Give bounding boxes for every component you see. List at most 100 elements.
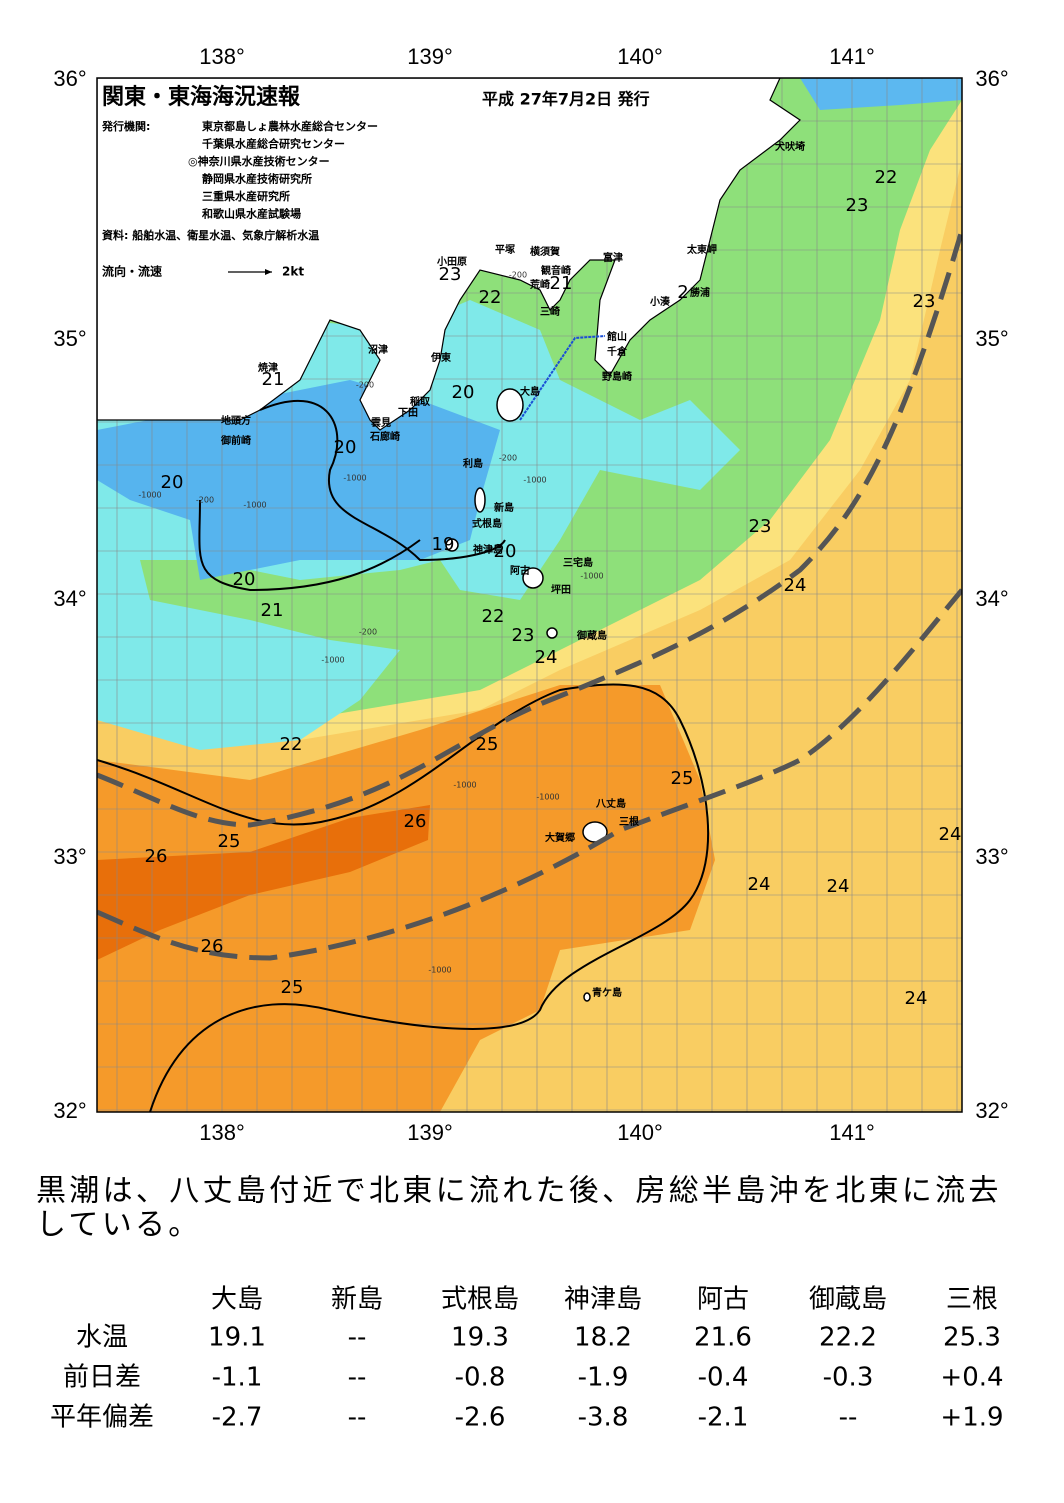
blue-water — [800, 78, 962, 110]
latitude-label: 32° — [53, 1098, 86, 1123]
isotherm-label: 20 — [161, 472, 184, 493]
summary-line: している。 — [36, 1208, 202, 1243]
table-cell: -0.4 — [698, 1363, 749, 1393]
table-cell: +0.4 — [940, 1363, 1003, 1393]
table-cell: -3.8 — [578, 1403, 629, 1433]
depth-label: -200 — [499, 454, 517, 463]
depth-label: -1000 — [536, 793, 559, 802]
depth-label: -200 — [359, 628, 377, 637]
map-frame — [96, 77, 963, 1113]
latitude-label: 34° — [975, 586, 1008, 611]
publisher: 東京都島しょ農林水産総合センター — [202, 119, 378, 133]
isotherm-label: 26 — [404, 811, 427, 832]
table-cell: -1.1 — [212, 1363, 263, 1393]
legend-scale: 2kt — [282, 265, 304, 279]
table-header: 式根島 — [441, 1285, 519, 1315]
publisher: 静岡県水産技術研究所 — [202, 172, 312, 186]
table-cell: -- — [348, 1403, 367, 1433]
place-name: 御前崎 — [220, 434, 251, 447]
isotherm-label: 20 — [233, 569, 256, 590]
legend-arrowhead — [265, 269, 272, 275]
place-name: 坪田 — [551, 583, 571, 596]
table-header: 阿古 — [697, 1285, 749, 1315]
isotherm-label: 23 — [913, 291, 936, 312]
isotherm-label: 23 — [512, 625, 535, 646]
depth-label: -200 — [509, 271, 527, 280]
isotherm-label: 20 — [452, 382, 475, 403]
depth-label: -1000 — [428, 966, 451, 975]
isotherm-label: 26 — [201, 936, 224, 957]
place-name: 焼津 — [258, 361, 278, 374]
table-cell: +1.9 — [940, 1403, 1003, 1433]
table-cell: -- — [348, 1363, 367, 1393]
table-header: 神津島 — [564, 1285, 642, 1315]
place-name: 石廊崎 — [369, 430, 400, 443]
place-name: 小湊 — [649, 295, 671, 308]
latitude-label: 35° — [975, 326, 1008, 351]
isotherm-label: 24 — [827, 876, 850, 897]
latitude-label: 34° — [53, 586, 86, 611]
graticule — [97, 78, 962, 1112]
isotherm-label: 24 — [748, 874, 771, 895]
table-cell: 22.2 — [819, 1323, 877, 1353]
place-name: 雲見 — [371, 417, 391, 429]
isotherm-label: 23 — [846, 195, 869, 216]
land — [97, 78, 801, 431]
place-name: 荒崎 — [529, 278, 550, 291]
kuroshio-axis — [97, 229, 962, 961]
isotherm-label: 23 — [439, 264, 462, 285]
table-cell: -1.9 — [578, 1363, 629, 1393]
place-name: 神津島 — [473, 543, 503, 556]
row-label: 水温 — [76, 1323, 128, 1353]
place-name: 観音崎 — [541, 264, 571, 277]
orange-water — [97, 685, 715, 1112]
place-name: 三崎 — [540, 305, 560, 318]
place-name: 阿古 — [510, 564, 530, 577]
place-name: 伊東 — [430, 351, 451, 364]
depth-label: -1000 — [343, 474, 366, 483]
place-name: 野島崎 — [602, 370, 632, 383]
place-name: 三宅島 — [563, 556, 593, 569]
depth-label: -1000 — [580, 572, 603, 581]
isotherm-label: 25 — [218, 831, 241, 852]
place-name: 千倉 — [607, 345, 628, 358]
table-header: 大島 — [211, 1285, 263, 1315]
row-label: 平年偏差 — [50, 1403, 154, 1433]
publisher: 千葉県水産総合研究センター — [202, 137, 345, 151]
place-name: 新島 — [494, 501, 514, 514]
isotherm-label: 20 — [494, 541, 517, 562]
depth-label: -200 — [196, 496, 214, 505]
place-name: 横須賀 — [530, 245, 560, 258]
longitude-label: 139° — [407, 1120, 453, 1145]
place-name: 太東岬 — [686, 243, 717, 256]
place-name: 稲取 — [410, 395, 431, 408]
data-sources: 資料: 船舶水温、衛星水温、気象庁解析水温 — [102, 228, 319, 242]
table-cell: -- — [839, 1403, 858, 1433]
publisher-label: 発行機関: — [101, 119, 150, 133]
isotherm-label: 22 — [482, 606, 505, 627]
isotherm-label: 21 — [262, 369, 285, 390]
table-cell: -0.8 — [455, 1363, 506, 1393]
longitude-label: 140° — [617, 44, 663, 69]
isotherm-label: 24 — [784, 575, 807, 596]
isotherm-label: 25 — [281, 977, 304, 998]
isotherms — [97, 399, 710, 1112]
isotherm-label: 22 — [875, 167, 898, 188]
publisher: 三重県水産研究所 — [202, 189, 290, 203]
longitude-label: 138° — [199, 1120, 245, 1145]
depth-label: -1000 — [523, 476, 546, 485]
isotherm-label: 21 — [550, 273, 573, 294]
table-cell: -2.6 — [455, 1403, 506, 1433]
place-name: 沼津 — [368, 343, 388, 356]
table-header: 三根 — [946, 1285, 998, 1315]
issue-date: 平成 27年7月2日 発行 — [482, 90, 650, 109]
table-header: 新島 — [331, 1285, 383, 1315]
place-name: 三根 — [619, 815, 639, 828]
depth-label: -1000 — [243, 501, 266, 510]
isotherm-label: 25 — [671, 768, 694, 789]
place-name: 地頭方 — [221, 414, 251, 427]
place-name: 八丈島 — [595, 797, 626, 810]
longitude-label: 140° — [617, 1120, 663, 1145]
summary-line: 黒潮は、八丈島付近で北東に流れた後、房総半島沖を北東に流去 — [36, 1174, 1002, 1209]
